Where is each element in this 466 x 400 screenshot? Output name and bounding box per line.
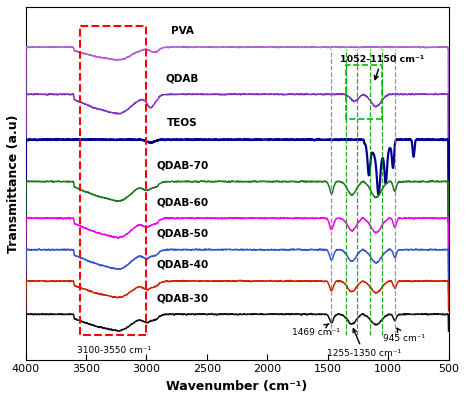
Text: 1052-1150 cm⁻¹: 1052-1150 cm⁻¹	[340, 55, 424, 80]
Text: QDAB-50: QDAB-50	[157, 228, 209, 238]
Text: QDAB: QDAB	[166, 73, 199, 83]
Text: QDAB-60: QDAB-60	[157, 197, 209, 207]
Text: PVA: PVA	[171, 26, 194, 36]
Bar	[346, 64, 382, 119]
Text: 945 cm⁻¹: 945 cm⁻¹	[383, 328, 425, 343]
Text: QDAB-40: QDAB-40	[157, 260, 209, 270]
Text: TEOS: TEOS	[167, 118, 198, 128]
Text: 1255-1350 cm⁻¹: 1255-1350 cm⁻¹	[327, 329, 401, 358]
Text: QDAB-70: QDAB-70	[157, 160, 209, 170]
Text: 3100-3550 cm⁻¹: 3100-3550 cm⁻¹	[76, 346, 151, 355]
Text: QDAB-30: QDAB-30	[157, 293, 209, 303]
Y-axis label: Transmittance (a.u): Transmittance (a.u)	[7, 114, 20, 252]
Bar	[80, 26, 146, 335]
Text: 1469 cm⁻¹: 1469 cm⁻¹	[292, 324, 340, 337]
X-axis label: Wavenumber (cm⁻¹): Wavenumber (cm⁻¹)	[166, 380, 308, 393]
